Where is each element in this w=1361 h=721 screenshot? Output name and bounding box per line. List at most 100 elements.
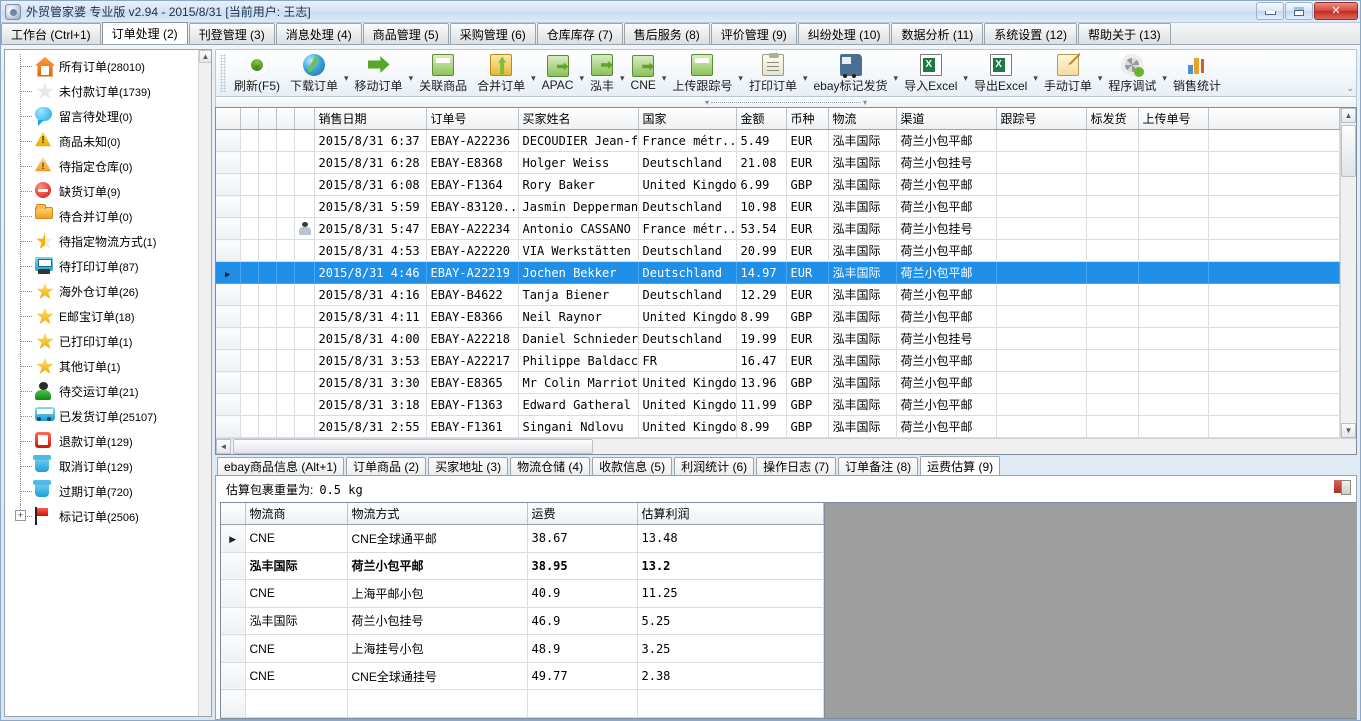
toolbar-dropdown-caret-icon[interactable]: ▾: [531, 72, 536, 83]
toolbar-button-12[interactable]: 导出Excel: [969, 50, 1032, 96]
row-selector-cell[interactable]: [216, 283, 241, 306]
orders-column-header-9[interactable]: 标发货: [1086, 108, 1139, 130]
table-row[interactable]: 2015/8/31 4:16 EBAY-B4622 Tanja Biener Deut…: [216, 283, 1340, 306]
table-row[interactable]: 2015/8/31 2:55 EBAY-F1361 Singani Ndlovu Un…: [216, 415, 1340, 438]
estimate-row[interactable]: [221, 689, 824, 718]
detail-tab-0[interactable]: ebay商品信息 (Alt+1): [217, 457, 345, 475]
toolbar-button-2[interactable]: 移动订单: [350, 50, 408, 96]
detail-tab-2[interactable]: 买家地址 (3): [428, 457, 509, 475]
main-tab-1[interactable]: 订单处理 (2): [101, 22, 188, 44]
detail-tab-7[interactable]: 订单备注 (8): [838, 457, 919, 475]
buyer-note-icon[interactable]: [298, 221, 311, 235]
row-selector-cell[interactable]: [216, 415, 241, 438]
sidebar-item-15[interactable]: 退款订单(129): [13, 429, 211, 454]
detail-tab-8[interactable]: 运费估算 (9): [920, 456, 1001, 475]
main-tab-10[interactable]: 数据分析 (11): [891, 23, 984, 44]
toolbar-button-8[interactable]: 上传跟踪号: [667, 50, 737, 96]
row-selector-cell[interactable]: [216, 239, 241, 262]
estimate-row[interactable]: CNE CNE全球通挂号 49.77 2.38: [221, 662, 824, 691]
toolbar-button-4[interactable]: 合并订单: [472, 50, 530, 96]
orders-column-header-6[interactable]: 物流: [828, 108, 897, 130]
sidebar-item-17[interactable]: 过期订单(720): [13, 479, 211, 504]
estimate-row-selector-cell[interactable]: [221, 662, 246, 691]
estimate-row[interactable]: 泓丰国际 荷兰小包挂号 46.9 5.25: [221, 607, 824, 636]
toolbar-button-3[interactable]: 关联商品: [414, 50, 472, 96]
estimate-column-header-1[interactable]: 物流方式: [347, 503, 528, 525]
maximize-button[interactable]: [1285, 2, 1313, 20]
splitter-handle[interactable]: ▾ ▾: [705, 98, 867, 107]
sidebar-item-3[interactable]: 商品未知(0): [13, 129, 211, 154]
toolbar-button-11[interactable]: 导入Excel: [899, 50, 962, 96]
toolbar-button-6[interactable]: 泓丰: [585, 50, 619, 96]
toolbar-dropdown-caret-icon[interactable]: ▾: [963, 72, 968, 83]
sidebar-item-0[interactable]: 所有订单(28010): [13, 54, 211, 79]
row-selector-cell[interactable]: [216, 371, 241, 394]
toolbar-button-10[interactable]: ebay标记发货: [809, 50, 893, 96]
table-row[interactable]: 2015/8/31 4:11 EBAY-E8366 Neil Raynor Unite…: [216, 305, 1340, 328]
row-selector-cell[interactable]: [216, 217, 241, 240]
table-row[interactable]: ▶ 2015/8/31 4:46 EBAY-A22219 Jochen Bekker D…: [216, 261, 1340, 284]
sidebar-item-10[interactable]: E邮宝订单(18): [13, 304, 211, 329]
detail-tab-3[interactable]: 物流仓储 (4): [510, 457, 591, 475]
main-tab-4[interactable]: 商品管理 (5): [362, 23, 449, 44]
toolbar-dropdown-caret-icon[interactable]: ▾: [1162, 72, 1167, 83]
main-tab-11[interactable]: 系统设置 (12): [984, 23, 1077, 44]
main-tab-9[interactable]: 纠纷处理 (10): [797, 23, 891, 44]
toolbar-expand-icon[interactable]: ⌄: [1346, 83, 1354, 93]
toolbar-button-5[interactable]: APAC: [537, 50, 579, 96]
toolbar-dropdown-caret-icon[interactable]: ▾: [661, 72, 667, 83]
orders-column-header-4[interactable]: 金额: [736, 108, 787, 130]
sidebar-item-2[interactable]: 留言待处理(0): [13, 104, 211, 129]
detail-tab-1[interactable]: 订单商品 (2): [346, 457, 427, 475]
estimate-column-header-2[interactable]: 运费: [527, 503, 638, 525]
estimate-row[interactable]: 泓丰国际 荷兰小包平邮 38.95 13.2: [221, 552, 824, 581]
sidebar-scrollbar[interactable]: ▲: [198, 50, 211, 716]
sidebar-item-5[interactable]: 缺货订单(9): [13, 179, 211, 204]
table-row[interactable]: 2015/8/31 6:28 EBAY-E8368 Holger Weiss Deut…: [216, 151, 1340, 174]
table-row[interactable]: 2015/8/31 5:59 EBAY-83120... Jasmin Depper…: [216, 195, 1340, 218]
sidebar-item-6[interactable]: 待合并订单(0): [13, 203, 211, 229]
sidebar-item-4[interactable]: 待指定仓库(0): [13, 154, 211, 179]
orders-column-header-5[interactable]: 币种: [786, 108, 829, 130]
orders-column-header-3[interactable]: 国家: [638, 108, 737, 130]
table-row[interactable]: 2015/8/31 6:08 EBAY-F1364 Rory Baker United…: [216, 173, 1340, 196]
scroll-down-icon[interactable]: ▼: [1341, 423, 1356, 438]
estimate-row-selector-cell[interactable]: [221, 607, 246, 636]
estimate-row-selector-cell[interactable]: [221, 579, 246, 608]
row-selector-cell[interactable]: [216, 393, 241, 416]
estimate-row[interactable]: CNE 上海挂号小包 48.9 3.25: [221, 634, 824, 663]
toolbar-button-1[interactable]: 下载订单: [285, 50, 343, 96]
detail-tab-4[interactable]: 收款信息 (5): [592, 457, 673, 475]
orders-column-header-8[interactable]: 跟踪号: [996, 108, 1087, 130]
sidebar-item-13[interactable]: 待交运订单(21): [13, 379, 211, 404]
toolbar-dropdown-caret-icon[interactable]: ▾: [1097, 72, 1103, 83]
toolbar-dropdown-caret-icon[interactable]: ▾: [344, 72, 349, 83]
table-row[interactable]: 2015/8/31 3:30 EBAY-E8365 Mr Colin Marriot…: [216, 371, 1340, 394]
toolbar-dropdown-caret-icon[interactable]: ▾: [408, 72, 414, 83]
sidebar-item-1[interactable]: 未付款订单(1739): [13, 79, 211, 104]
sidebar-item-18[interactable]: + 标记订单(2506): [13, 504, 211, 529]
sidebar-item-7[interactable]: 待指定物流方式(1): [13, 229, 211, 254]
table-row[interactable]: 2015/8/31 5:47 EBAY-A22234 Antonio CASSANO…: [216, 217, 1340, 240]
orders-column-header-1[interactable]: 订单号: [426, 108, 519, 130]
main-tab-7[interactable]: 售后服务 (8): [623, 23, 710, 44]
orders-grid[interactable]: 销售日期 订单号 买家姓名 国家 金额 币种 物流 渠道 跟踪号 标发货 上传单号 2015/8/3…: [215, 107, 1357, 455]
row-selector-cell[interactable]: [216, 173, 241, 196]
scroll-up-icon[interactable]: ▲: [199, 50, 211, 63]
scroll-thumb[interactable]: [1341, 125, 1356, 177]
main-tab-3[interactable]: 消息处理 (4): [275, 23, 362, 44]
row-selector-cell[interactable]: [216, 327, 241, 350]
row-selector-cell[interactable]: ▶: [216, 261, 241, 284]
estimate-column-header-3[interactable]: 估算利润: [637, 503, 824, 525]
row-selector-cell[interactable]: [216, 195, 241, 218]
row-selector-cell[interactable]: [216, 129, 241, 152]
sidebar-item-12[interactable]: 其他订单(1): [13, 354, 211, 379]
estimate-row-selector-cell[interactable]: [221, 552, 246, 581]
detail-tab-5[interactable]: 利润统计 (6): [674, 457, 755, 475]
table-row[interactable]: 2015/8/31 6:37 EBAY-A22236 DECOUDIER Jean-…: [216, 129, 1340, 152]
toolbar-dropdown-caret-icon[interactable]: ▾: [620, 72, 625, 83]
toolbar-button-14[interactable]: 程序调试: [1103, 50, 1161, 96]
toolbar-dropdown-caret-icon[interactable]: ▾: [738, 72, 743, 83]
hscroll-thumb[interactable]: [233, 439, 593, 454]
orders-column-header-2[interactable]: 买家姓名: [518, 108, 639, 130]
